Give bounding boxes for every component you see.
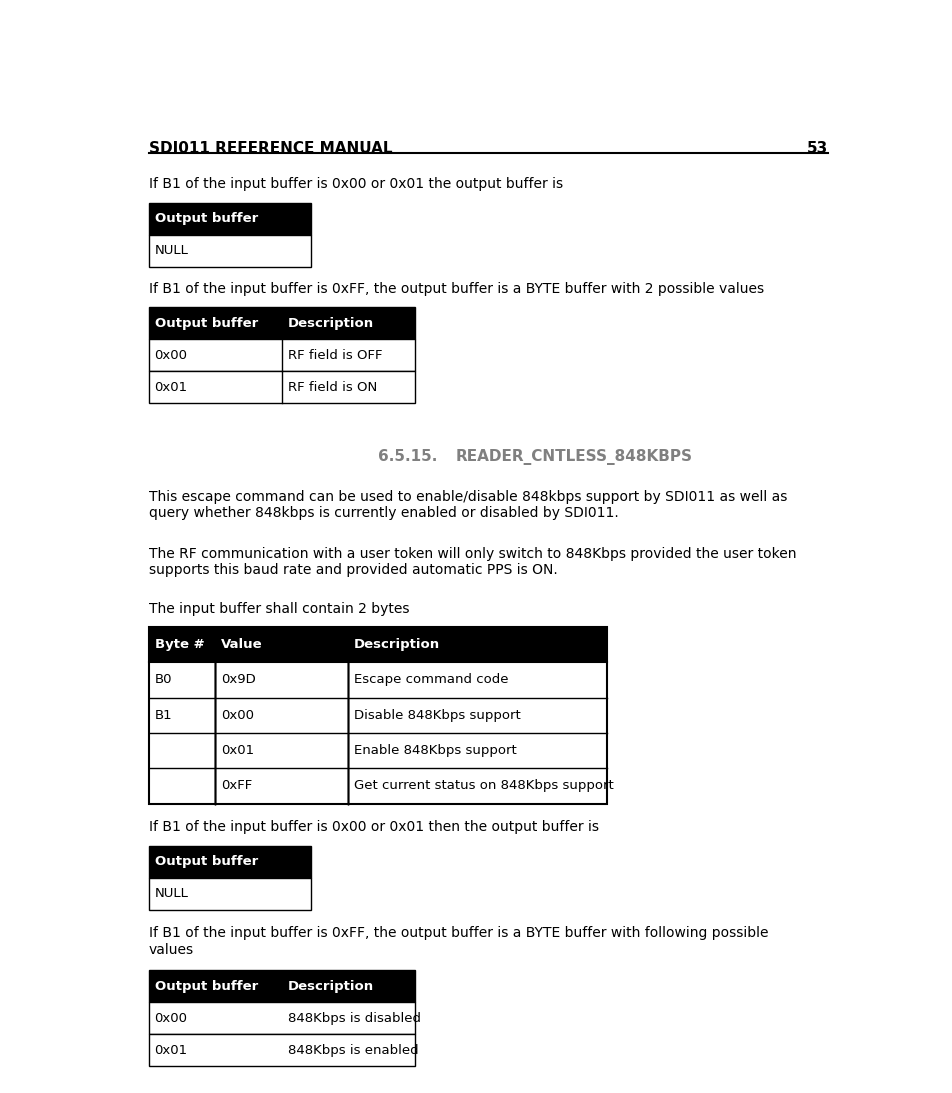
- Text: 0x00: 0x00: [154, 1012, 188, 1025]
- Bar: [149, 1002, 414, 1034]
- Text: Description: Description: [288, 317, 373, 330]
- Text: Description: Description: [353, 638, 440, 651]
- Text: 0x01: 0x01: [154, 380, 188, 393]
- Text: This escape command can be used to enable/disable 848kbps support by SDI011 as w: This escape command can be used to enabl…: [149, 490, 786, 520]
- Text: Output buffer: Output buffer: [154, 979, 258, 992]
- Text: The input buffer shall contain 2 bytes: The input buffer shall contain 2 bytes: [149, 601, 408, 615]
- Text: Description: Description: [288, 979, 373, 992]
- Bar: [149, 307, 414, 339]
- Text: 53: 53: [806, 141, 827, 156]
- Text: Value: Value: [221, 638, 263, 651]
- Text: SDI011 REFERENCE MANUAL: SDI011 REFERENCE MANUAL: [149, 141, 392, 156]
- Bar: [149, 235, 310, 267]
- Bar: [149, 878, 310, 909]
- Text: Output buffer: Output buffer: [154, 212, 258, 225]
- Text: Output buffer: Output buffer: [154, 855, 258, 868]
- Bar: [149, 371, 414, 403]
- Text: Byte #: Byte #: [154, 638, 204, 651]
- Text: Output buffer: Output buffer: [154, 317, 258, 330]
- Text: If B1 of the input buffer is 0xFF, the output buffer is a BYTE buffer with follo: If B1 of the input buffer is 0xFF, the o…: [149, 927, 767, 956]
- Text: If B1 of the input buffer is 0x00 or 0x01 then the output buffer is: If B1 of the input buffer is 0x00 or 0x0…: [149, 821, 598, 834]
- Bar: [149, 627, 605, 662]
- Text: 0xFF: 0xFF: [221, 779, 252, 792]
- Text: 0x9D: 0x9D: [221, 673, 255, 686]
- Text: 848Kbps is disabled: 848Kbps is disabled: [288, 1012, 420, 1025]
- Text: RF field is OFF: RF field is OFF: [288, 349, 382, 362]
- Bar: [149, 662, 605, 803]
- Bar: [149, 339, 414, 371]
- Text: 0x00: 0x00: [154, 349, 188, 362]
- Text: 0x01: 0x01: [221, 744, 254, 757]
- Text: If B1 of the input buffer is 0x00 or 0x01 the output buffer is: If B1 of the input buffer is 0x00 or 0x0…: [149, 177, 563, 191]
- Text: Get current status on 848Kbps support: Get current status on 848Kbps support: [353, 779, 613, 792]
- Text: 0x00: 0x00: [221, 708, 254, 721]
- Bar: [149, 971, 414, 1002]
- Text: RF field is ON: RF field is ON: [288, 380, 376, 393]
- Text: Enable 848Kbps support: Enable 848Kbps support: [353, 744, 516, 757]
- Text: Disable 848Kbps support: Disable 848Kbps support: [353, 708, 520, 721]
- Bar: [149, 202, 310, 235]
- Text: 0x01: 0x01: [154, 1044, 188, 1057]
- Text: The RF communication with a user token will only switch to 848Kbps provided the : The RF communication with a user token w…: [149, 546, 795, 577]
- Text: NULL: NULL: [154, 888, 188, 901]
- Text: Escape command code: Escape command code: [353, 673, 508, 686]
- Text: READER_CNTLESS_848KBPS: READER_CNTLESS_848KBPS: [455, 449, 691, 466]
- Text: 6.5.15.: 6.5.15.: [377, 449, 437, 465]
- Bar: [149, 1034, 414, 1066]
- Text: NULL: NULL: [154, 244, 188, 257]
- Bar: [149, 846, 310, 878]
- Text: B0: B0: [154, 673, 172, 686]
- Text: If B1 of the input buffer is 0xFF, the output buffer is a BYTE buffer with 2 pos: If B1 of the input buffer is 0xFF, the o…: [149, 282, 763, 296]
- Text: B1: B1: [154, 708, 172, 721]
- Text: 848Kbps is enabled: 848Kbps is enabled: [288, 1044, 418, 1057]
